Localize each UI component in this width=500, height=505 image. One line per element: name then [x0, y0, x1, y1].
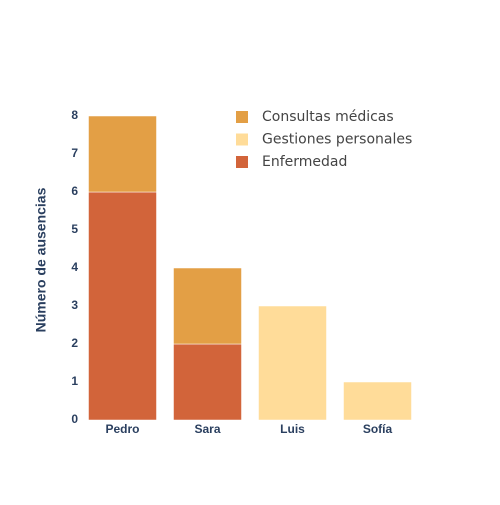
bar-segment: [173, 343, 242, 421]
y-tick-label: 5: [71, 222, 78, 236]
bar-segment: [173, 267, 242, 345]
y-tick-label: 7: [71, 146, 78, 160]
legend-swatch: [236, 111, 248, 123]
bar-segment: [343, 381, 412, 421]
y-tick-label: 0: [71, 412, 78, 426]
legend-label: Gestiones personales: [262, 132, 412, 148]
legend-label: Consultas médicas: [262, 109, 394, 125]
y-tick-label: 2: [71, 336, 78, 350]
y-axis-title: Número de ausencias: [33, 187, 49, 332]
x-tick-label: Luis: [280, 422, 305, 436]
legend-swatch: [236, 133, 248, 146]
x-tick-label: Sofía: [363, 422, 393, 436]
y-tick-label: 1: [71, 374, 78, 388]
legend-label: Enfermedad: [262, 154, 347, 170]
x-tick-label: Pedro: [105, 422, 139, 436]
y-tick-label: 3: [71, 298, 78, 312]
y-tick-label: 4: [71, 260, 78, 274]
bar-segment: [88, 115, 157, 193]
legend-swatch: [236, 156, 248, 168]
y-tick-label: 8: [71, 108, 78, 122]
x-tick-label: Sara: [194, 422, 220, 436]
bar-segment: [88, 191, 157, 421]
bar-segment: [258, 305, 327, 421]
y-tick-label: 6: [71, 184, 78, 198]
